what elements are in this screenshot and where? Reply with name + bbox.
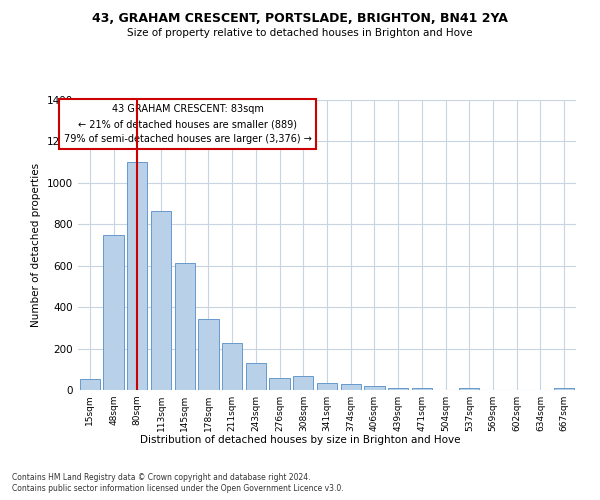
Text: Distribution of detached houses by size in Brighton and Hove: Distribution of detached houses by size …	[140, 435, 460, 445]
Bar	[459, 388, 479, 390]
Bar	[103, 234, 124, 390]
Bar	[175, 262, 195, 390]
Bar	[412, 388, 432, 390]
Text: Contains public sector information licensed under the Open Government Licence v3: Contains public sector information licen…	[12, 484, 344, 493]
Text: Size of property relative to detached houses in Brighton and Hove: Size of property relative to detached ho…	[127, 28, 473, 38]
Bar	[127, 162, 148, 390]
Bar	[293, 376, 313, 390]
Text: 43 GRAHAM CRESCENT: 83sqm
← 21% of detached houses are smaller (889)
79% of semi: 43 GRAHAM CRESCENT: 83sqm ← 21% of detac…	[64, 104, 311, 144]
Y-axis label: Number of detached properties: Number of detached properties	[31, 163, 41, 327]
Bar	[246, 363, 266, 390]
Bar	[554, 388, 574, 390]
Bar	[269, 378, 290, 390]
Bar	[364, 386, 385, 390]
Bar	[388, 388, 408, 390]
Bar	[317, 384, 337, 390]
Bar	[222, 344, 242, 390]
Bar	[199, 318, 218, 390]
Bar	[341, 384, 361, 390]
Text: Contains HM Land Registry data © Crown copyright and database right 2024.: Contains HM Land Registry data © Crown c…	[12, 472, 311, 482]
Text: 43, GRAHAM CRESCENT, PORTSLADE, BRIGHTON, BN41 2YA: 43, GRAHAM CRESCENT, PORTSLADE, BRIGHTON…	[92, 12, 508, 26]
Bar	[151, 211, 171, 390]
Bar	[80, 378, 100, 390]
